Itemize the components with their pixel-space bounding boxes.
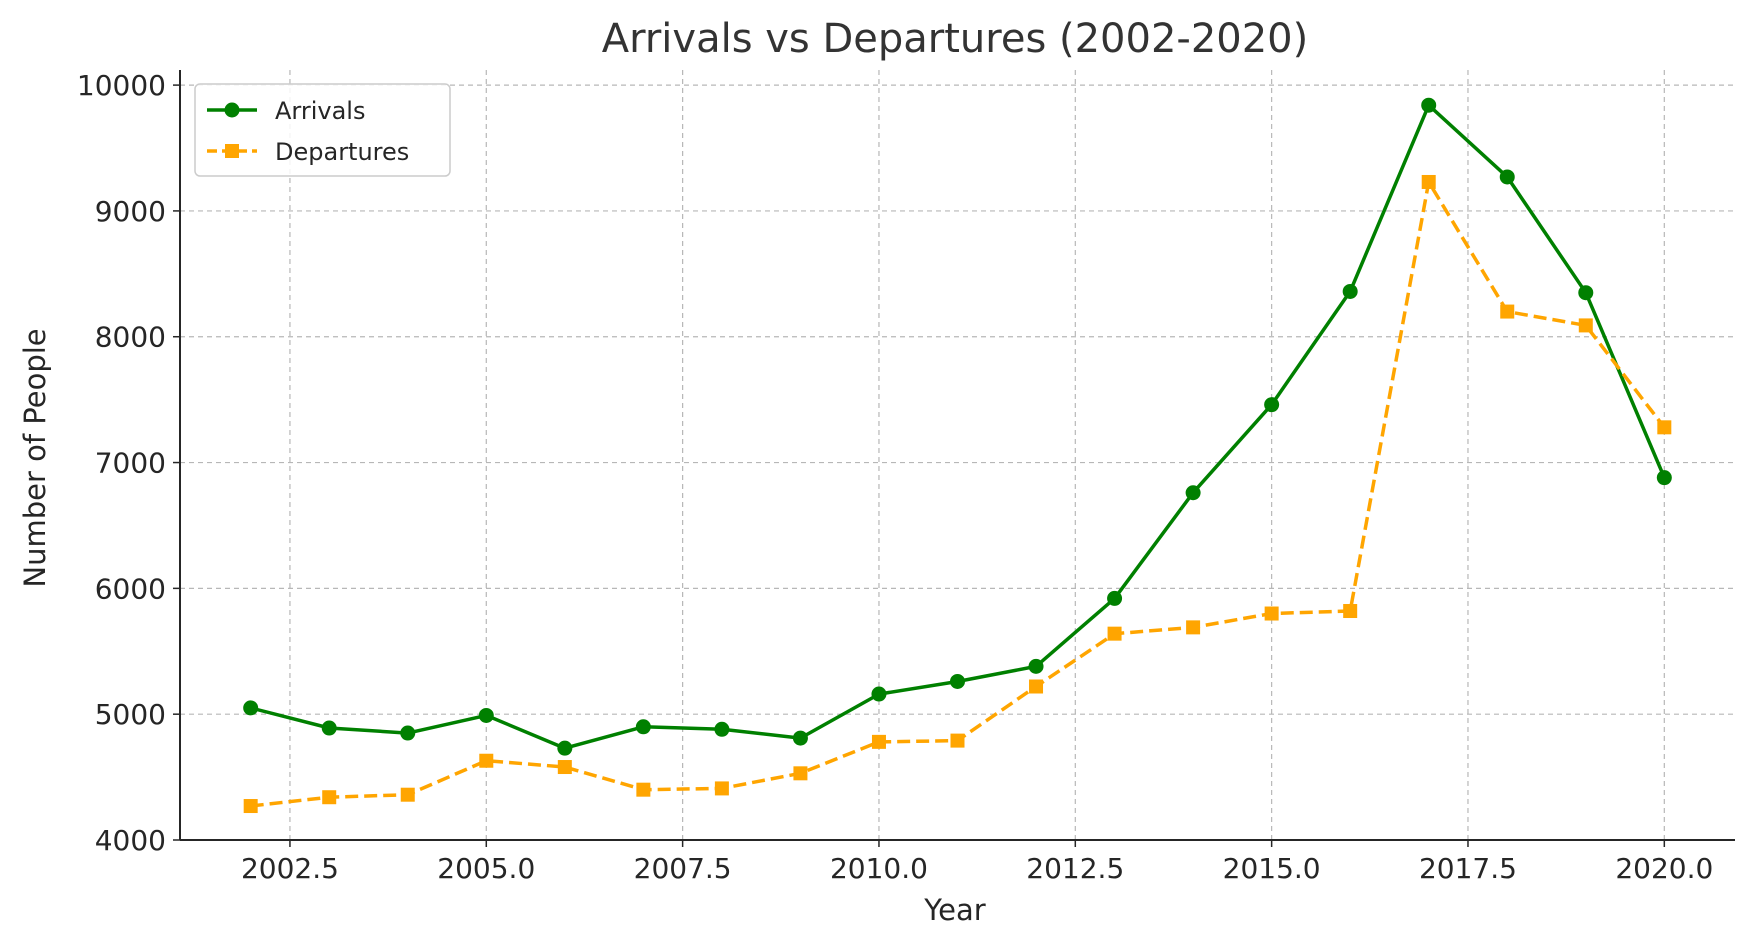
x-tick-label: 2020.0: [1615, 852, 1713, 885]
departures-point: [1578, 318, 1593, 333]
departures-point: [1500, 304, 1515, 319]
arrivals-point: [1499, 169, 1515, 185]
departures-point: [1107, 626, 1122, 641]
arrivals-point: [400, 725, 416, 741]
arrivals-point: [1185, 485, 1201, 501]
departures-point: [1186, 620, 1201, 635]
departures-point: [793, 766, 808, 781]
x-axis-label: Year: [923, 893, 985, 927]
departures-line: [250, 180, 1666, 808]
arrivals-point: [1578, 285, 1594, 301]
arrivals-point: [950, 673, 965, 689]
data-series: [243, 97, 1672, 814]
departures-point: [243, 799, 258, 814]
departures-series: [243, 174, 1672, 814]
departures-point: [1029, 679, 1044, 694]
y-tick-label: 8000: [95, 321, 166, 354]
legend-item-arrivals: Arrivals: [207, 97, 365, 125]
grid-lines: [180, 70, 1735, 841]
y-tick-label: 5000: [95, 698, 166, 731]
departures-point: [1264, 606, 1279, 621]
arrivals-point: [1421, 97, 1437, 113]
arrivals-point: [478, 707, 494, 723]
legend-item-departures: Departures: [207, 138, 409, 166]
chart-title: Arrivals vs Departures (2002-2020): [602, 16, 1309, 62]
legend-box: [194, 83, 451, 177]
y-tick-label: 4000: [95, 824, 166, 857]
departures-point: [714, 781, 729, 796]
x-tick-label: 2005.0: [437, 852, 535, 885]
arrivals-point: [714, 721, 730, 737]
arrivals-point: [557, 740, 573, 756]
departures-point: [871, 734, 886, 749]
x-tick-label: 2017.5: [1419, 852, 1517, 885]
arrivals-point: [1264, 397, 1280, 413]
arrivals-point: [1656, 470, 1672, 486]
departures-point: [479, 753, 494, 768]
y-axis-label: Number of People: [18, 328, 52, 587]
arrivals-line: [250, 103, 1666, 750]
legend: Arrivals Departures: [194, 83, 451, 177]
arrivals-point: [1028, 658, 1044, 674]
departures-point: [1421, 174, 1436, 189]
arrivals-point: [871, 686, 887, 702]
departures-point: [950, 733, 965, 748]
legend-marker-departures: [225, 144, 239, 158]
departures-point: [400, 787, 415, 802]
x-tick-label: 2015.0: [1223, 852, 1321, 885]
arrivals-point: [1107, 590, 1123, 606]
y-tick-label: 7000: [95, 447, 166, 480]
departures-point: [322, 790, 337, 805]
arrivals-point: [243, 700, 259, 716]
axes: 2002.5 2005.0 2007.5 2010.0 2012.5 2015.0 2017…: [77, 69, 1735, 885]
departures-point: [1343, 604, 1358, 619]
departures-point: [1657, 420, 1672, 435]
departures-point: [557, 760, 572, 775]
y-tick-label: 10000: [77, 69, 166, 102]
arrivals-series: [243, 97, 1672, 756]
departures-point: [636, 782, 651, 797]
x-tick-label: 2007.5: [634, 852, 732, 885]
arrivals-point: [321, 720, 337, 736]
legend-marker-arrivals: [224, 102, 240, 118]
arrivals-point: [635, 719, 651, 735]
arrivals-point: [792, 730, 808, 746]
arrivals-point: [1342, 283, 1358, 299]
x-tick-label: 2012.5: [1026, 852, 1124, 885]
legend-label-arrivals: Arrivals: [275, 97, 365, 125]
x-tick-label: 2002.5: [241, 852, 339, 885]
legend-label-departures: Departures: [275, 138, 409, 166]
y-tick-label: 9000: [95, 195, 166, 228]
x-tick-label: 2010.0: [830, 852, 928, 885]
y-tick-label: 6000: [95, 572, 166, 605]
